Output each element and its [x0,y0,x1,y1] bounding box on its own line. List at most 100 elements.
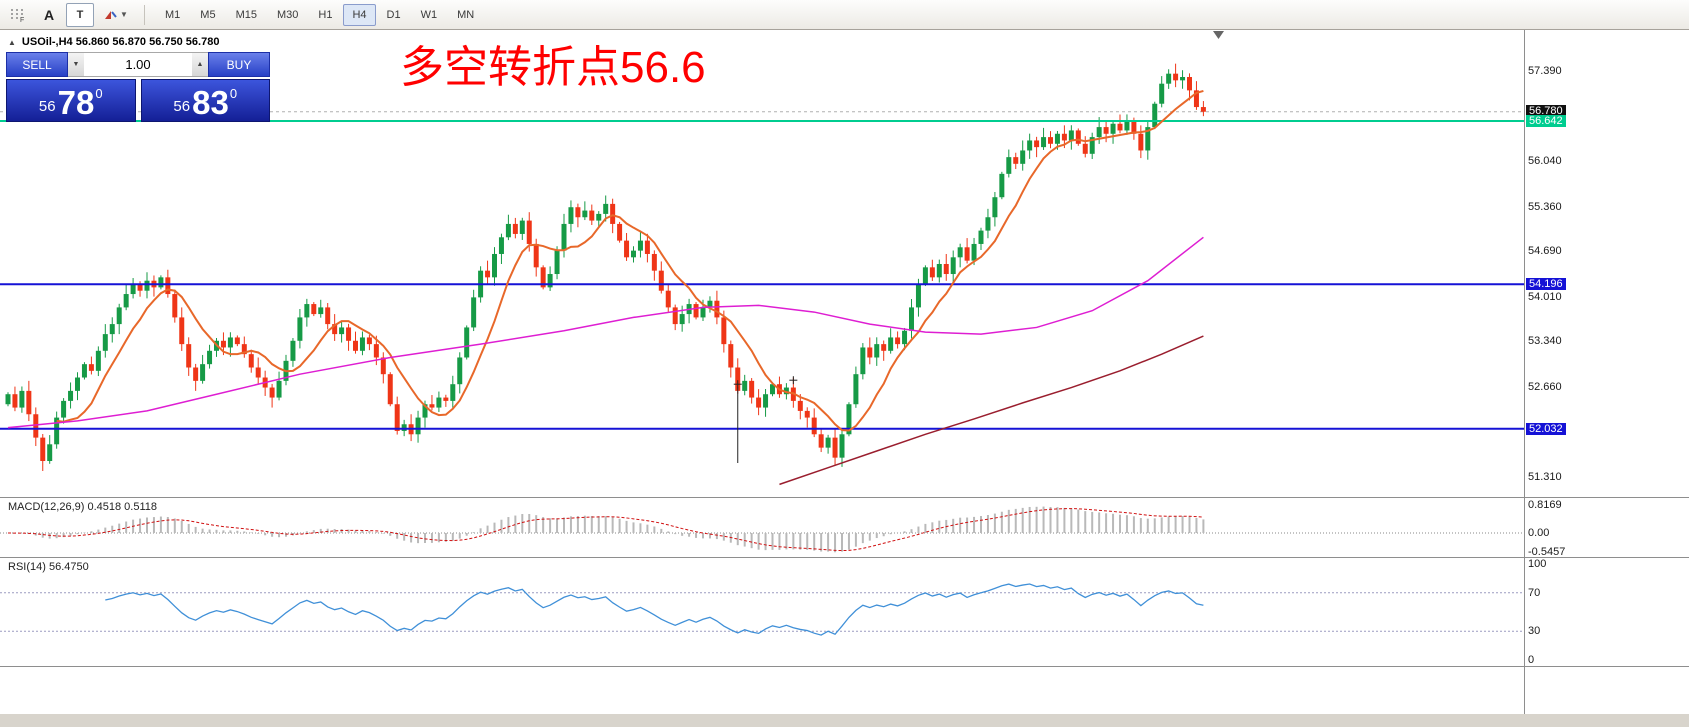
candle-body [860,347,866,375]
candle-body [1034,140,1040,148]
candle-body [443,397,449,401]
timeframe-button-m5[interactable]: M5 [200,8,216,21]
ma-mid-line [7,236,1204,429]
one-click-price-row: 56 78 0 56 83 0 [6,79,270,122]
candle-body [950,257,956,275]
candle-body [88,364,94,371]
candle-body [102,334,108,351]
ask-big-digits: 83 [192,84,229,121]
rsi-indicator-label: RSI(14) 56.4750 [8,561,89,573]
candle-body [1173,73,1179,81]
text-tool-button[interactable]: A [35,3,63,27]
candle-body [874,344,880,358]
candle-body [498,237,504,254]
candle-body [561,223,567,251]
volume-decrease-button[interactable]: ▼ [68,52,84,77]
bid-big-digits: 78 [57,84,95,121]
collapse-oneclick-icon[interactable]: ▲ [8,37,16,47]
candle-body [297,317,303,341]
candle-body [902,330,908,345]
candle-body [1193,90,1199,108]
candle-body [867,347,873,358]
candle-body [1145,127,1151,151]
candle-body [1041,137,1047,148]
candle-body [12,394,18,408]
candle-body [735,367,741,391]
candle-body [610,203,616,224]
candle-body [554,250,560,275]
timeframe-button-m1[interactable]: M1 [165,8,181,21]
candle-body [373,344,379,358]
candle-body [241,344,247,355]
timeframe-button-m30[interactable]: M30 [276,8,299,21]
candle-body [40,437,46,461]
bid-sup-digit: 0 [95,86,103,101]
candle-body [200,364,206,381]
volume-input[interactable] [84,52,192,77]
timeframe-button-w1[interactable]: W1 [420,8,438,21]
sell-button[interactable]: SELL [6,52,68,77]
rsi-line [105,583,1204,636]
candle-body [492,253,497,278]
candle-body [978,230,984,244]
candle-body [1054,133,1060,144]
candle-body [172,294,178,318]
candle-body [26,390,32,415]
text-tool-label: A [43,6,55,23]
buy-price-display[interactable]: 56 83 0 [140,79,270,122]
candle-body [61,400,67,418]
candle-body [846,404,852,435]
bid-prefix: 56 [38,98,56,115]
dropdown-caret-icon: ▼ [120,10,128,19]
candle-body [415,417,421,435]
candle-body [5,394,11,405]
candle-body [540,267,546,288]
candle-body [589,210,595,221]
candle-body [971,243,977,261]
candle-body [304,304,310,318]
candle-body [19,390,25,408]
candle-body [742,380,748,391]
candle-body [158,277,164,288]
text-label-tool-button[interactable]: T [66,2,94,27]
candle-body [797,400,803,411]
buy-button[interactable]: BUY [208,52,270,77]
candle-body [457,357,463,385]
candle-body [624,240,630,258]
candle-body [75,377,80,391]
candle-body [387,374,393,405]
candle-body [909,307,914,331]
candle-body [770,384,775,395]
candle-body [47,444,53,461]
candle-body [964,247,970,261]
objects-grid-button[interactable]: F [4,3,32,27]
candle-body [422,404,428,418]
candle-body [547,274,553,288]
candle-body [707,300,713,308]
volume-increase-button[interactable]: ▲ [192,52,208,77]
candle-body [144,280,150,291]
arrows-tool-button[interactable]: ▼ [97,3,133,27]
candle-body [1020,150,1026,164]
candle-body [1110,123,1116,134]
timeframe-button-mn[interactable]: MN [457,8,475,21]
candle-body [1138,133,1144,151]
candle-body [526,220,532,244]
candle-body [665,290,671,308]
candle-body [339,327,345,335]
candle-body [582,210,588,218]
timeframe-button-m15[interactable]: M15 [235,8,257,21]
candle-body [220,340,226,348]
candle-body [1013,157,1019,164]
candle-body [1089,137,1095,154]
timeframe-button-h1[interactable]: H1 [318,8,333,21]
sell-price-display[interactable]: 56 78 0 [6,79,136,122]
text-label-tool-label: T [76,8,84,21]
chart-shift-icon [1213,31,1224,39]
timeframe-button-h4[interactable]: H4 [343,3,376,26]
candle-body [658,270,664,291]
chart-toolbar: F A T ▼ M1 M5 M15 M30 H1 H4 D1 W1 MN [0,0,1689,29]
candle-body [644,240,650,254]
timeframe-button-d1[interactable]: D1 [386,8,401,21]
